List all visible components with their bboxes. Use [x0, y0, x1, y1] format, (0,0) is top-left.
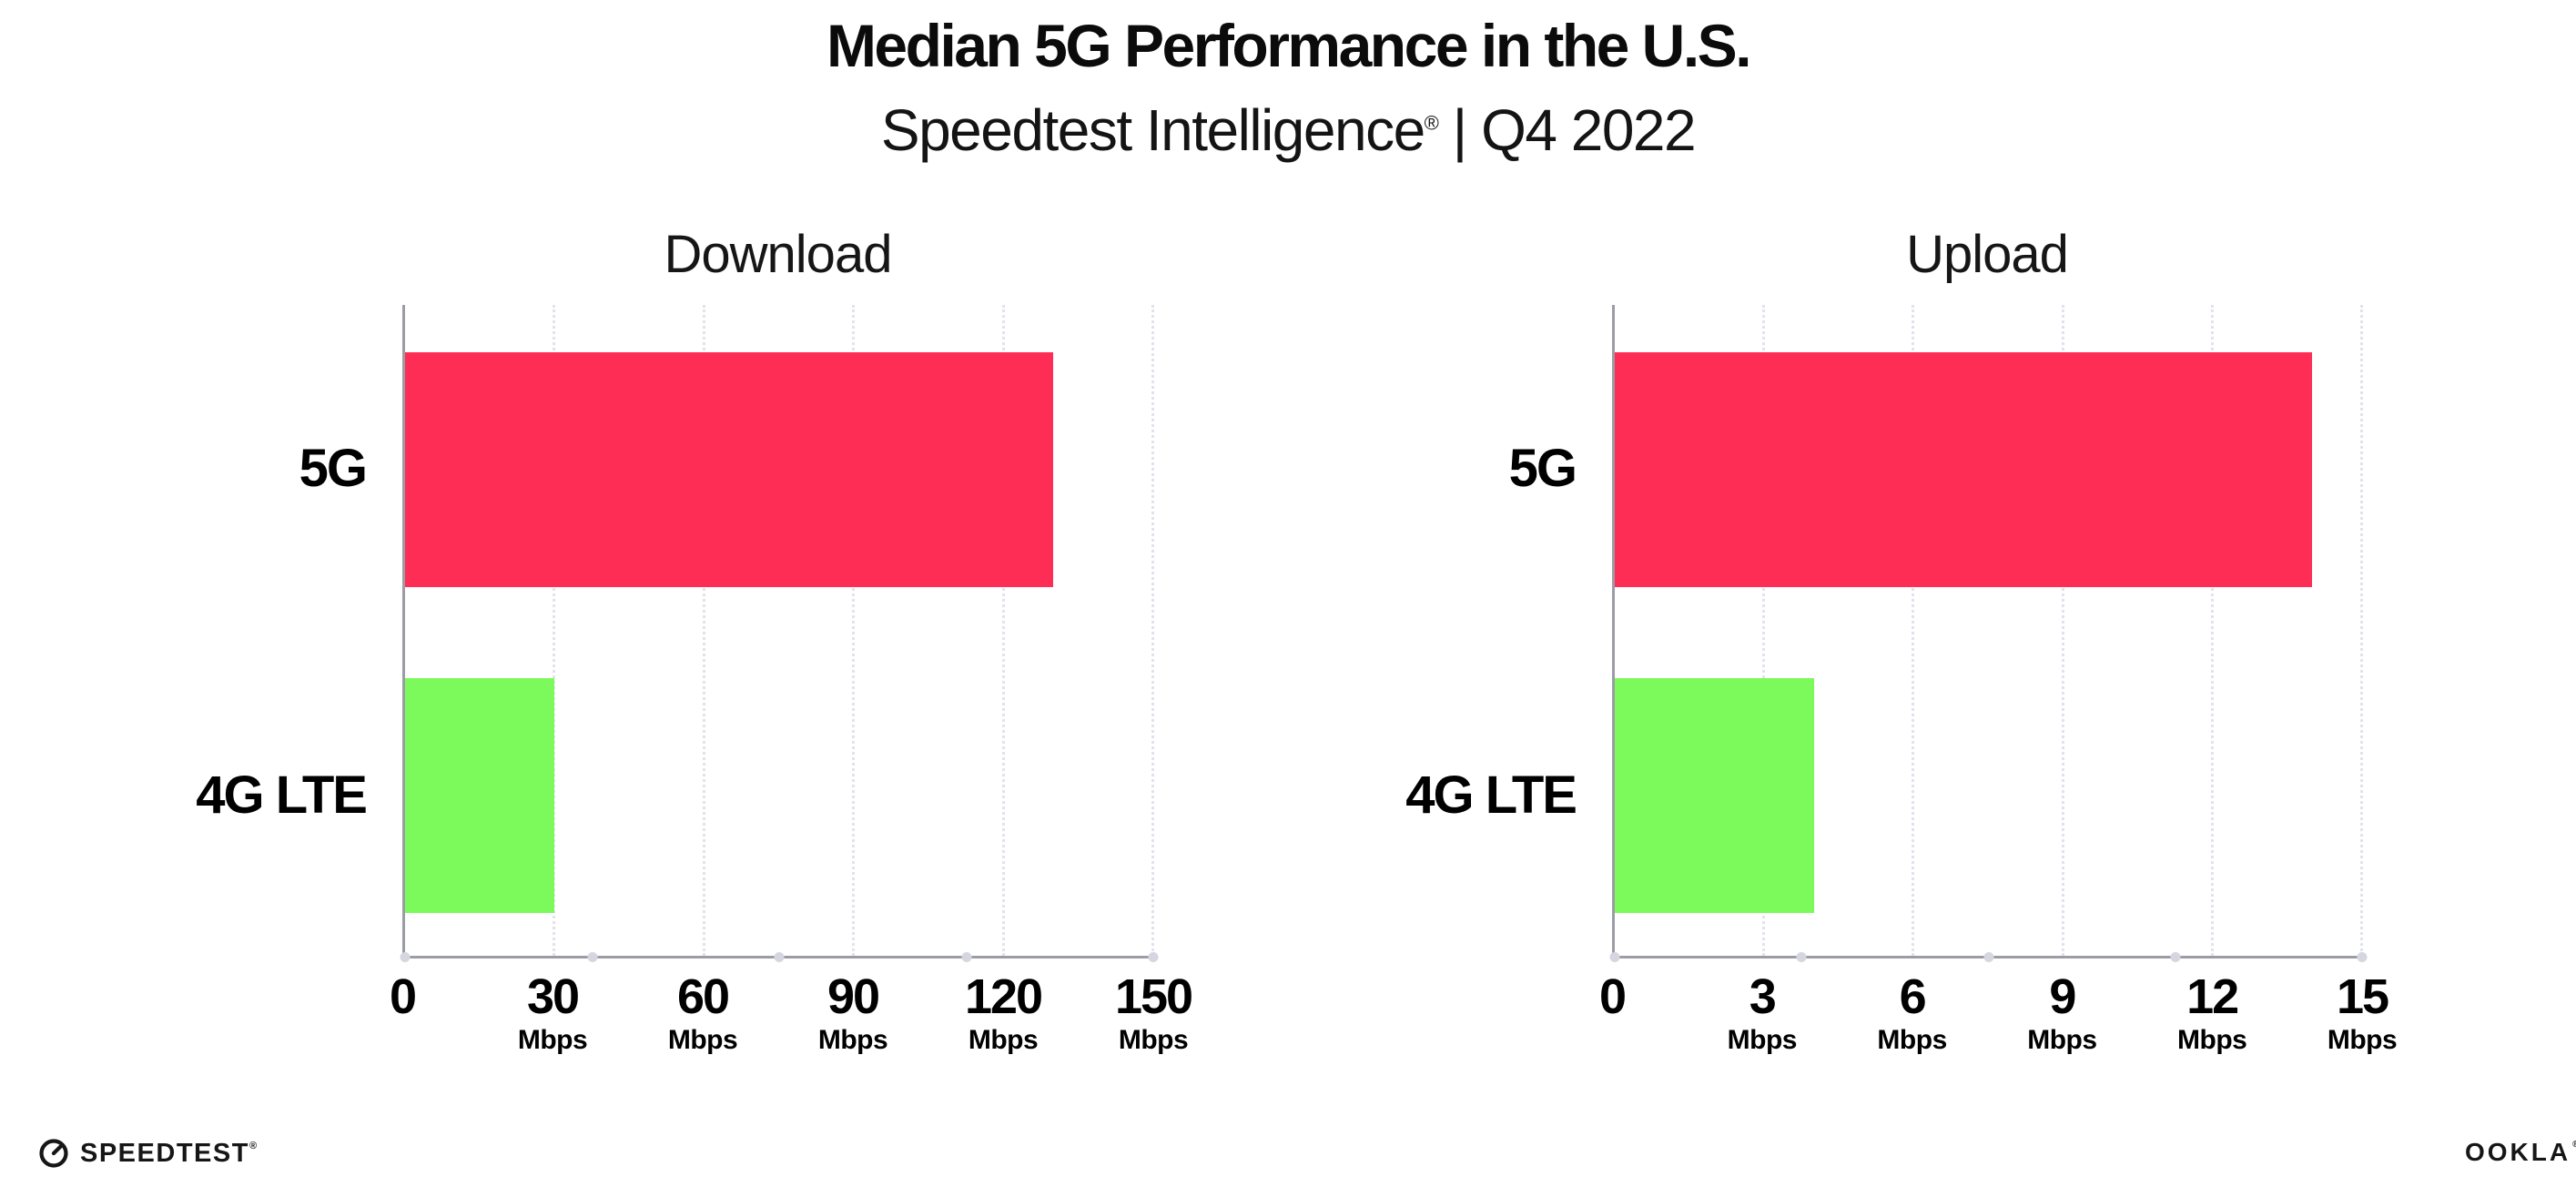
- category-label-4g-lte: 4G LTE: [1405, 766, 1577, 825]
- gridline: [1001, 305, 1005, 956]
- axis-tick-dot: [1148, 952, 1159, 962]
- speedtest-logo: SPEEDTEST®: [38, 1134, 259, 1172]
- ookla-logo: OOKLA ®: [2465, 1140, 2576, 1165]
- x-tick: 0: [1598, 969, 1627, 1024]
- x-tick-value: 60: [676, 969, 730, 1024]
- x-tick: 6 Mbps: [1877, 969, 1947, 1055]
- axis-tick-dot: [1983, 952, 1993, 962]
- x-tick: 12 Mbps: [2177, 969, 2247, 1055]
- gridline: [1151, 305, 1154, 956]
- x-tick-value: 9: [2049, 969, 2076, 1024]
- x-tick-value: 120: [964, 969, 1043, 1024]
- speedtest-wordmark: SPEEDTEST®: [80, 1138, 259, 1168]
- upload-x-axis: 0 3 Mbps 6 Mbps 9 Mbps 12 Mbps 15 Mbps: [1599, 969, 2398, 1118]
- axis-tick-dot: [2357, 952, 2368, 962]
- x-tick-value: 6: [1899, 969, 1927, 1024]
- category-label-4g-lte: 4G LTE: [196, 766, 368, 825]
- subtitle-quarter: | Q4 2022: [1437, 97, 1697, 163]
- gridline: [852, 305, 856, 956]
- x-tick: 15 Mbps: [2327, 969, 2398, 1055]
- axis-tick-dot: [2170, 952, 2181, 962]
- x-tick-value: 3: [1749, 969, 1777, 1024]
- page-subtitle: Speedtest Intelligence® | Q4 2022: [0, 98, 2576, 162]
- x-tick: 3 Mbps: [1727, 969, 1798, 1055]
- x-tick-value: 90: [827, 969, 880, 1024]
- axis-tick-dot: [1609, 952, 1620, 962]
- upload-panel-title: Upload: [1906, 225, 2069, 284]
- download-4g-lte-bar: [405, 678, 555, 913]
- subtitle-brand: Speedtest Intelligence: [880, 97, 1425, 163]
- gridline: [702, 305, 705, 956]
- registered-mark: ®: [1424, 111, 1439, 135]
- x-tick: 150 Mbps: [1114, 969, 1193, 1055]
- download-panel-title: Download: [664, 225, 893, 284]
- x-tick: 120 Mbps: [964, 969, 1043, 1055]
- gridline: [1912, 305, 1915, 956]
- x-tick-unit: Mbps: [1727, 1025, 1798, 1055]
- x-tick-value: 150: [1114, 969, 1193, 1024]
- upload-category-labels: 5G 4G LTE: [1301, 305, 1577, 959]
- x-tick-value: 0: [389, 969, 417, 1024]
- gridline: [2061, 305, 2064, 956]
- category-label-5g: 5G: [299, 439, 368, 498]
- axis-tick-dot: [587, 952, 597, 962]
- gridline: [2210, 305, 2214, 956]
- upload-5g-bar: [1615, 352, 2313, 587]
- download-category-labels: 5G 4G LTE: [91, 305, 368, 959]
- registered-mark: ®: [248, 1140, 259, 1151]
- x-tick-unit: Mbps: [1877, 1025, 1947, 1055]
- upload-4g-lte-bar: [1615, 678, 1814, 913]
- x-tick-value: 0: [1598, 969, 1627, 1024]
- gridline: [553, 305, 556, 956]
- x-tick-unit: Mbps: [667, 1025, 738, 1055]
- axis-tick-dot: [774, 952, 785, 962]
- x-tick-value: 15: [2336, 969, 2389, 1024]
- page-title: Median 5G Performance in the U.S.: [826, 12, 1752, 79]
- x-tick-unit: Mbps: [817, 1025, 888, 1055]
- registered-mark: ®: [2572, 1140, 2576, 1150]
- upload-plot-area: [1609, 305, 2368, 962]
- gridline: [2360, 305, 2363, 956]
- axis-tick-dot: [400, 952, 411, 962]
- x-tick-unit: Mbps: [2177, 1025, 2247, 1055]
- speedtest-gauge-icon: [38, 1138, 69, 1169]
- category-label-5g: 5G: [1508, 439, 1577, 498]
- gridline: [1762, 305, 1766, 956]
- x-tick-unit: Mbps: [517, 1025, 588, 1055]
- x-tick: 30 Mbps: [517, 969, 588, 1055]
- ookla-wordmark: OOKLA: [2465, 1138, 2571, 1166]
- x-tick-value: 30: [526, 969, 580, 1024]
- axis-tick-dot: [961, 952, 971, 962]
- x-tick-value: 12: [2186, 969, 2239, 1024]
- x-tick: 90 Mbps: [817, 969, 888, 1055]
- download-x-axis: 0 30 Mbps 60 Mbps 90 Mbps 120 Mbps 150 M…: [390, 969, 1193, 1118]
- x-tick-unit: Mbps: [2327, 1025, 2398, 1055]
- x-tick: 60 Mbps: [667, 969, 738, 1055]
- x-tick: 9 Mbps: [2027, 969, 2097, 1055]
- download-5g-bar: [405, 352, 1054, 587]
- download-plot-area: [400, 305, 1159, 962]
- x-tick-unit: Mbps: [968, 1025, 1039, 1055]
- x-tick-unit: Mbps: [1118, 1025, 1189, 1055]
- x-tick: 0: [389, 969, 417, 1024]
- x-tick-unit: Mbps: [2027, 1025, 2097, 1055]
- axis-tick-dot: [1796, 952, 1807, 962]
